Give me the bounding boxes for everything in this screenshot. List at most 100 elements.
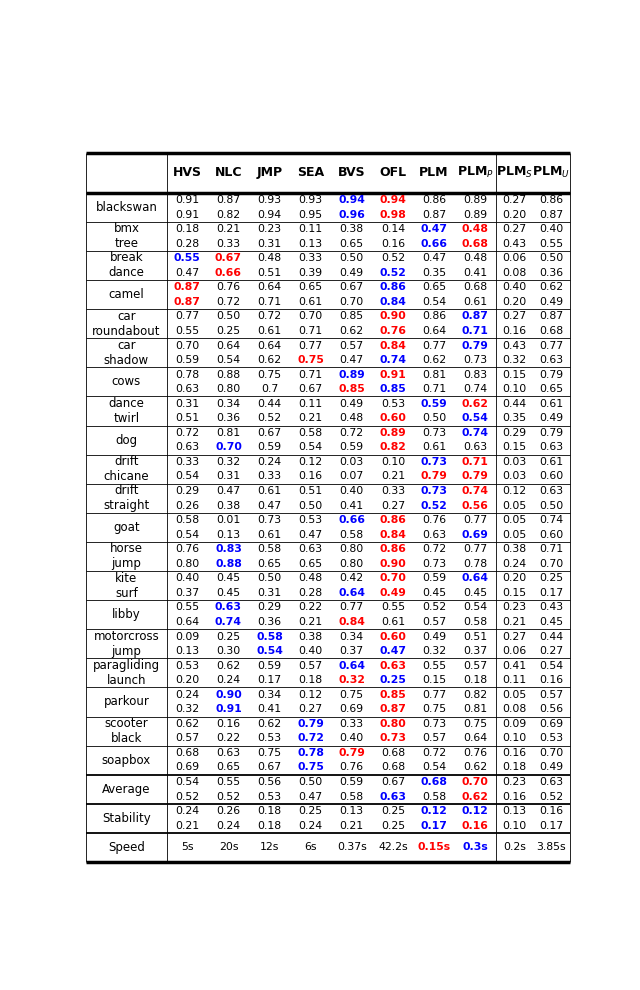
Text: 0.61: 0.61	[463, 297, 487, 307]
Text: 0.65: 0.65	[216, 762, 241, 772]
Text: 0.51: 0.51	[175, 413, 200, 424]
Text: 0.84: 0.84	[339, 617, 365, 627]
Text: 0.68: 0.68	[463, 282, 487, 292]
Text: 0.72: 0.72	[422, 747, 446, 758]
Text: 0.51: 0.51	[463, 632, 487, 642]
Text: 0.49: 0.49	[422, 632, 446, 642]
Text: 0.26: 0.26	[216, 806, 241, 816]
Text: 0.27: 0.27	[502, 312, 526, 322]
Text: 0.64: 0.64	[422, 326, 446, 336]
Text: 0.3s: 0.3s	[462, 842, 488, 852]
Text: 0.59: 0.59	[340, 777, 364, 787]
Text: 0.85: 0.85	[339, 384, 365, 394]
Text: soapbox: soapbox	[102, 753, 151, 766]
Text: 0.49: 0.49	[340, 399, 364, 409]
Text: 0.32: 0.32	[339, 675, 365, 685]
Text: 0.87: 0.87	[174, 297, 201, 307]
Text: 0.28: 0.28	[175, 239, 200, 248]
Text: 0.43: 0.43	[502, 239, 526, 248]
Text: 0.12: 0.12	[461, 806, 488, 816]
Text: 0.34: 0.34	[257, 690, 282, 700]
Text: 0.55: 0.55	[540, 239, 563, 248]
Text: 0.23: 0.23	[502, 603, 526, 613]
Text: 0.24: 0.24	[216, 821, 241, 831]
Text: 0.10: 0.10	[502, 384, 526, 394]
Text: 5s: 5s	[181, 842, 194, 852]
Text: 0.63: 0.63	[215, 603, 242, 613]
Text: 0.03: 0.03	[502, 471, 526, 481]
Text: 0.86: 0.86	[380, 544, 406, 554]
Text: 0.45: 0.45	[540, 617, 563, 627]
Text: 0.47: 0.47	[340, 355, 364, 365]
Text: 0.79: 0.79	[461, 341, 488, 350]
Text: camel: camel	[109, 288, 144, 301]
Text: 0.38: 0.38	[340, 224, 364, 234]
Text: 0.74: 0.74	[461, 486, 488, 496]
Text: 20s: 20s	[219, 842, 238, 852]
Text: 0.54: 0.54	[461, 413, 488, 424]
Text: 0.77: 0.77	[422, 690, 446, 700]
Text: 0.79: 0.79	[297, 719, 324, 729]
Text: 0.65: 0.65	[299, 558, 323, 569]
Text: 0.50: 0.50	[422, 413, 446, 424]
Text: 0.33: 0.33	[175, 457, 200, 467]
Text: 0.49: 0.49	[540, 762, 563, 772]
Text: 0.65: 0.65	[540, 384, 563, 394]
Text: 0.70: 0.70	[215, 443, 242, 452]
Text: 0.33: 0.33	[216, 239, 241, 248]
Text: 0.73: 0.73	[422, 558, 446, 569]
Text: 0.91: 0.91	[380, 369, 406, 379]
Text: 0.67: 0.67	[340, 282, 364, 292]
Text: 0.57: 0.57	[463, 660, 487, 670]
Text: 0.74: 0.74	[540, 515, 563, 525]
Text: 0.72: 0.72	[175, 428, 200, 438]
Text: 0.60: 0.60	[540, 530, 564, 540]
Text: 0.57: 0.57	[175, 734, 200, 743]
Text: 0.80: 0.80	[340, 558, 364, 569]
Text: 0.01: 0.01	[216, 515, 241, 525]
Text: 0.47: 0.47	[257, 501, 282, 511]
Text: 0.52: 0.52	[380, 267, 406, 278]
Text: 0.59: 0.59	[257, 443, 282, 452]
Text: 0.48: 0.48	[461, 224, 488, 234]
Text: 0.24: 0.24	[299, 821, 323, 831]
Text: 0.18: 0.18	[257, 821, 282, 831]
Text: 0.52: 0.52	[381, 253, 405, 263]
Text: 0.32: 0.32	[175, 704, 200, 714]
Text: 0.73: 0.73	[380, 734, 406, 743]
Text: 0.79: 0.79	[540, 369, 563, 379]
Text: 0.88: 0.88	[215, 558, 242, 569]
Text: motorcross
jump: motorcross jump	[93, 630, 159, 657]
Text: 0.50: 0.50	[540, 501, 564, 511]
Text: 0.34: 0.34	[216, 399, 241, 409]
Text: 0.18: 0.18	[502, 762, 526, 772]
Text: 0.68: 0.68	[420, 777, 447, 787]
Text: 0.82: 0.82	[380, 443, 406, 452]
Text: 0.43: 0.43	[502, 341, 526, 350]
Text: 0.91: 0.91	[175, 195, 200, 205]
Text: 0.73: 0.73	[422, 428, 446, 438]
Text: 0.60: 0.60	[380, 413, 406, 424]
Text: 0.29: 0.29	[502, 428, 526, 438]
Text: 0.63: 0.63	[540, 355, 563, 365]
Text: 0.45: 0.45	[216, 573, 241, 583]
Text: 0.62: 0.62	[257, 719, 282, 729]
Text: 0.10: 0.10	[502, 734, 526, 743]
Text: 0.75: 0.75	[297, 355, 324, 365]
Text: 0.55: 0.55	[175, 326, 200, 336]
Text: 0.47: 0.47	[422, 253, 446, 263]
Text: 0.58: 0.58	[175, 515, 200, 525]
Text: 0.11: 0.11	[299, 399, 323, 409]
Text: 0.05: 0.05	[502, 690, 526, 700]
Text: 0.20: 0.20	[502, 210, 526, 220]
Text: 0.75: 0.75	[463, 719, 487, 729]
Text: 0.54: 0.54	[256, 646, 283, 656]
Text: 0.12: 0.12	[502, 486, 526, 496]
Text: 0.87: 0.87	[461, 312, 488, 322]
Text: 0.53: 0.53	[175, 660, 200, 670]
Text: 0.54: 0.54	[299, 443, 323, 452]
Text: 0.41: 0.41	[463, 267, 487, 278]
Text: 0.72: 0.72	[422, 544, 446, 554]
Text: 0.81: 0.81	[216, 428, 241, 438]
Text: 0.15: 0.15	[502, 588, 526, 598]
